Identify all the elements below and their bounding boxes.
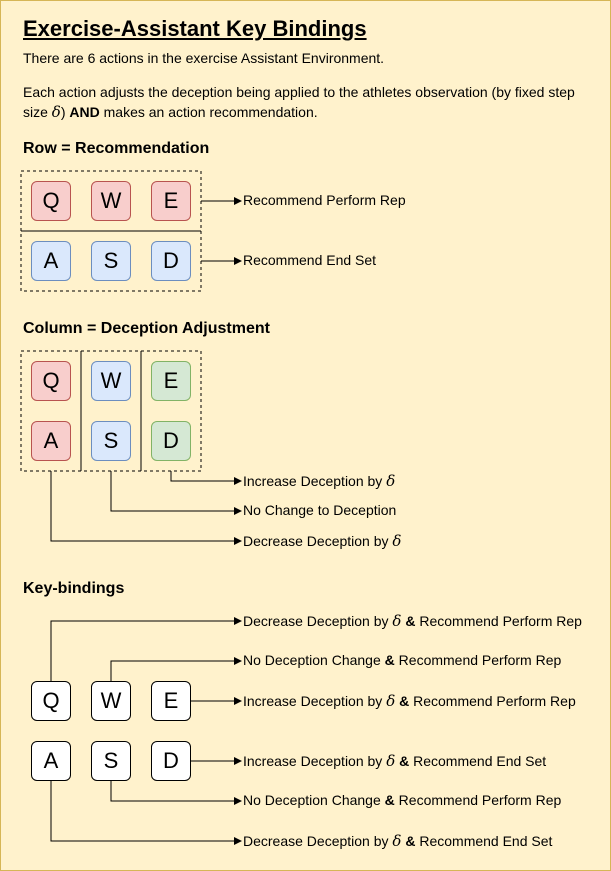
row-key-w: W [91, 181, 131, 221]
column-key-d: D [151, 421, 191, 461]
row-key-s: S [91, 241, 131, 281]
binding-d-pre: Increase Deception by [243, 753, 387, 769]
delta-symbol: δ [386, 692, 396, 710]
binding-e-label: Increase Deception by δ & Recommend Perf… [243, 692, 576, 710]
description-bold: AND [69, 104, 100, 120]
row-bottom-label: Recommend End Set [243, 252, 377, 268]
binding-e-amp: & [395, 693, 414, 709]
column-nochange-arrow [110, 471, 242, 515]
column-key-s: S [91, 421, 131, 461]
column-decrease-arrow [50, 471, 242, 545]
page-title: Exercise-Assistant Key Bindings [23, 16, 367, 41]
binding-key-s: S [91, 741, 131, 781]
binding-s-amp: & [384, 792, 395, 808]
binding-q-label: Decrease Deception by δ & Recommend Perf… [243, 612, 582, 630]
delta-symbol: δ [392, 832, 402, 850]
column-nochange-label: No Change to Deception [243, 502, 397, 518]
binding-s-label: No Deception Change & Recommend Perform … [243, 791, 561, 809]
column-increase-label: Increase Deception by δ [243, 472, 395, 490]
column-decrease-label: Decrease Deception by δ [243, 532, 401, 550]
delta-symbol: δ [392, 532, 402, 550]
binding-key-e: E [151, 681, 191, 721]
row-key-a: A [31, 241, 71, 281]
binding-q-amp: & [401, 613, 420, 629]
delta-symbol: δ [386, 752, 396, 770]
column-increase-arrow [170, 471, 242, 485]
column-increase-text: Increase Deception by [243, 473, 387, 489]
binding-a-amp: & [401, 833, 420, 849]
intro-text: There are 6 actions in the exercise Assi… [23, 50, 385, 66]
binding-w-label: No Deception Change & Recommend Perform … [243, 651, 561, 669]
row-key-e: E [151, 181, 191, 221]
row-top-label: Recommend Perform Rep [243, 192, 406, 208]
binding-key-a: A [31, 741, 71, 781]
binding-w-arrow [110, 657, 242, 681]
row-key-d: D [151, 241, 191, 281]
binding-a-pre: Decrease Deception by [243, 833, 393, 849]
column-decrease-text: Decrease Deception by [243, 533, 393, 549]
binding-w-post: Recommend Perform Rep [394, 652, 562, 668]
row-key-q: Q [31, 181, 71, 221]
column-key-q: Q [31, 361, 71, 401]
binding-key-w: W [91, 681, 131, 721]
binding-q-pre: Decrease Deception by [243, 613, 393, 629]
binding-a-label: Decrease Deception by δ & Recommend End … [243, 832, 552, 850]
binding-a-arrow [50, 781, 242, 845]
binding-q-post: Recommend Perform Rep [419, 613, 582, 629]
binding-d-label: Increase Deception by δ & Recommend End … [243, 752, 546, 770]
binding-d-amp: & [395, 753, 414, 769]
row-section-heading: Row = Recommendation [23, 140, 210, 157]
binding-s-pre: No Deception Change [243, 792, 385, 808]
description-part3: makes an action recommendation. [99, 104, 318, 120]
delta-symbol: δ [386, 472, 396, 490]
column-key-a: A [31, 421, 71, 461]
binding-key-q: Q [31, 681, 71, 721]
delta-symbol: δ [51, 103, 61, 121]
binding-w-amp: & [384, 652, 395, 668]
description-part2: ) [60, 104, 70, 120]
binding-e-post: Recommend Perform Rep [413, 693, 576, 709]
column-section-heading: Column = Deception Adjustment [23, 320, 270, 337]
description-part1: Each action adjusts the deception being … [23, 84, 575, 120]
column-key-w: W [91, 361, 131, 401]
binding-s-post: Recommend Perform Rep [394, 792, 562, 808]
binding-d-post: Recommend End Set [413, 753, 547, 769]
binding-a-post: Recommend End Set [419, 833, 553, 849]
binding-s-arrow [110, 781, 242, 805]
bindings-section-heading: Key-bindings [23, 580, 125, 597]
binding-q-arrow [50, 617, 242, 681]
binding-key-d: D [151, 741, 191, 781]
binding-w-pre: No Deception Change [243, 652, 385, 668]
binding-e-pre: Increase Deception by [243, 693, 387, 709]
description-text: Each action adjusts the deception being … [23, 82, 593, 122]
delta-symbol: δ [392, 612, 402, 630]
column-key-e: E [151, 361, 191, 401]
